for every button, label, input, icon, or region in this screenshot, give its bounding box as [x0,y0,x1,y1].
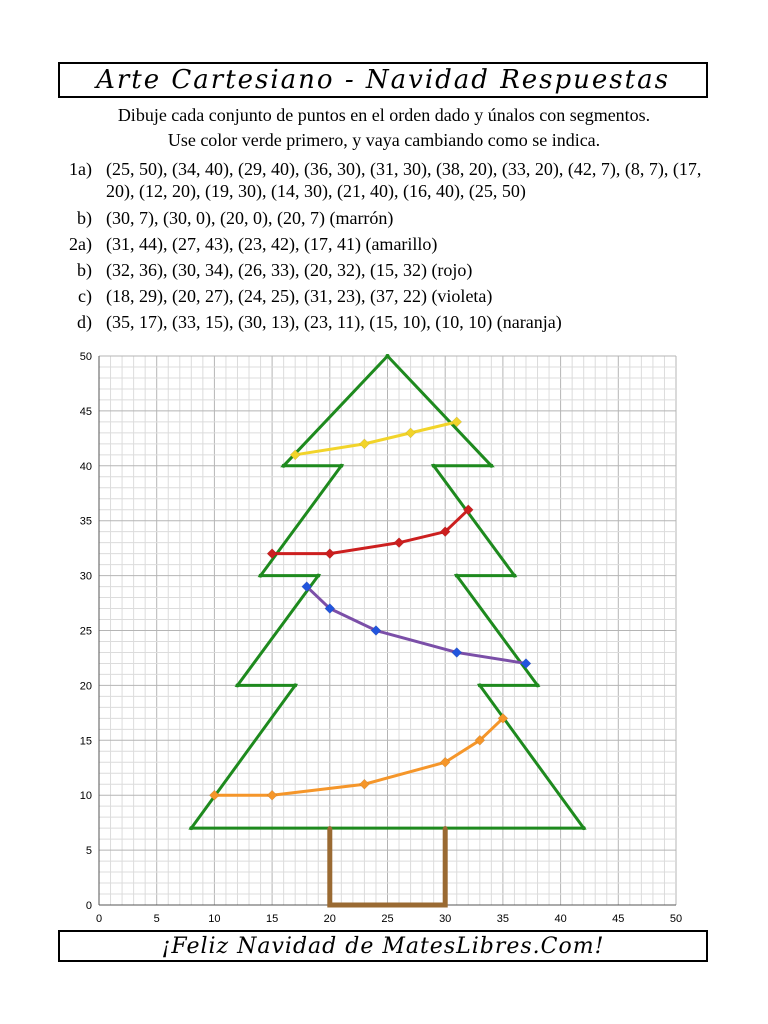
x-tick-label: 20 [324,913,336,925]
data-point-marker [359,778,370,790]
x-tick-label: 10 [208,913,220,925]
cartesian-plot: 0 5 10 15 20 25 30 35 40 45 50 0 5 10 15 20 25 30 35 40 45 50 [80,351,682,925]
vertex-point [189,826,194,831]
vertex-point [477,683,482,688]
x-tick-label: 30 [439,913,451,925]
problem-points: (35, 17), (33, 15), (30, 13), (23, 11), … [106,312,562,332]
problem-1b: b) (30, 7), (30, 0), (20, 0), (20, 7) (m… [60,207,720,229]
y-tick-label: 5 [86,845,92,857]
x-tick-label: 45 [612,913,624,925]
vertex-point [258,573,263,578]
problem-points: (25, 50), (34, 40), (29, 40), (36, 30), … [106,159,702,201]
vertex-point [443,903,448,907]
problem-1a: 1a) (25, 50), (34, 40), (29, 40), (36, 3… [60,158,720,202]
y-tick-label: 30 [80,571,92,583]
x-tick-label: 50 [670,913,682,925]
data-point-marker [520,658,532,669]
vertex-point [293,683,298,688]
data-point-marker [439,756,451,768]
grid [98,355,677,906]
series-markers [189,354,586,907]
vertex-point [327,826,332,831]
vertex-point [535,683,540,688]
vertex-point [489,463,494,468]
vertex-point [316,573,321,578]
vertex-point [443,826,448,831]
vertex-point [512,573,517,578]
data-point-marker [266,789,278,801]
problem-label: c) [78,286,92,306]
y-tick-label: 0 [86,900,92,912]
y-tick-label: 50 [80,351,92,363]
data-point-marker [359,438,370,450]
problem-label: b) [77,260,92,280]
problem-label: b) [77,208,92,228]
data-point-marker [324,603,336,614]
data-point-marker [370,625,382,636]
y-tick-label: 10 [80,790,92,802]
data-point-marker [266,548,278,559]
instruction-line-2: Use color verde primero, y vaya cambiand… [167,130,601,150]
vertex-point [339,463,344,468]
x-tick-label: 40 [554,913,566,925]
problem-points: (31, 44), (27, 43), (23, 42), (17, 41) (… [106,234,438,254]
problem-points: (18, 29), (20, 27), (24, 25), (31, 23), … [106,286,493,306]
data-point-marker [405,427,416,439]
vertex-point [327,903,332,907]
vertex-point [385,354,390,358]
x-tick-label: 15 [266,913,278,925]
data-point-marker [393,537,405,549]
problem-2d: d) (35, 17), (33, 15), (30, 13), (23, 11… [60,311,720,333]
data-point-marker [324,548,336,559]
problem-label: 2a) [69,234,92,254]
vertex-point [581,826,586,831]
series-line-2 [294,420,458,457]
data-point-marker [451,647,463,658]
instruction-line-1: Dibuje cada conjunto de puntos en el ord… [117,105,651,125]
y-tick-label: 45 [80,406,92,418]
vertex-point [454,573,459,578]
problem-2a: 2a) (31, 44), (27, 43), (23, 42), (17, 4… [60,233,720,255]
y-tick-label: 35 [80,516,92,528]
data-point-marker [497,712,509,724]
worksheet-title: Arte Cartesiano - Navidad Respuestas [58,62,708,98]
y-tick-label: 20 [80,680,92,692]
vertex-point [281,463,286,468]
series-line-1 [327,828,448,908]
data-point-marker [289,449,301,461]
data-point-marker [439,526,451,538]
footer-banner: ¡Feliz Navidad de MatesLibres.Com! [58,930,708,962]
series-line-0 [188,354,587,830]
y-tick-label: 25 [80,626,92,638]
data-point-marker [451,416,463,428]
problem-label: d) [77,312,92,332]
problem-label: 1a) [69,159,92,179]
x-tick-label: 35 [497,913,509,925]
x-tick-label: 0 [96,913,102,925]
x-tick-label: 5 [154,913,160,925]
y-tick-label: 15 [80,735,92,747]
problem-points: (32, 36), (30, 34), (26, 33), (20, 32), … [106,260,473,280]
data-point-marker [474,734,486,746]
data-point-marker [209,789,220,801]
problem-2c: c) (18, 29), (20, 27), (24, 25), (31, 23… [60,285,720,307]
problem-2b: b) (32, 36), (30, 34), (26, 33), (20, 32… [60,259,720,281]
series-line-5 [214,717,504,797]
y-tick-label: 40 [80,461,92,473]
vertex-point [235,683,240,688]
vertex-point [431,463,436,468]
x-tick-label: 25 [381,913,393,925]
data-point-marker [462,504,474,516]
data-point-marker [301,581,313,592]
problem-points: (30, 7), (30, 0), (20, 0), (20, 7) (marr… [106,208,394,228]
